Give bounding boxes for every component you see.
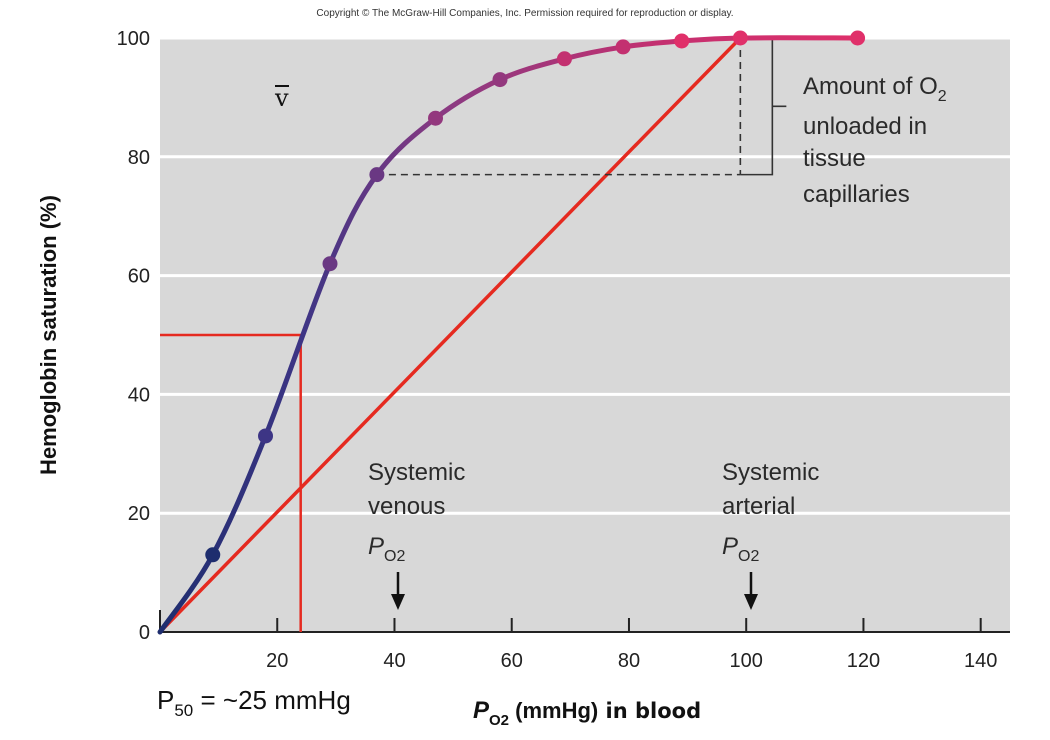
x-tick-label-100: 100 [730, 650, 763, 672]
unloading-annotation: Amount of O2 unloaded in tissue capillar… [803, 73, 947, 208]
y-axis-ticks: 0 20 40 60 80 100 [117, 28, 150, 644]
venous-arrow-head [391, 594, 405, 610]
reference-diagonal-line [158, 36, 742, 634]
unload-label-line3: tissue [803, 145, 866, 172]
unload-label-line1: Amount of O2 [803, 73, 947, 105]
unload-label-line2: unloaded in [803, 113, 927, 140]
x-tick-label-120: 120 [847, 650, 880, 672]
data-point-7 [556, 51, 572, 67]
x-tick-label-40: 40 [383, 650, 405, 672]
x-tick-label-80: 80 [618, 650, 640, 672]
mixed-venous-symbol: v [274, 84, 289, 112]
y-axis-title: Hemoglobin saturation (%) [36, 195, 61, 475]
arterial-label-line1: Systemic [722, 459, 819, 486]
x-axis-title: PO2 (mmHg) in blood [473, 697, 701, 729]
x-tick-label-140: 140 [964, 650, 997, 672]
data-point-3 [322, 256, 338, 272]
arterial-annotation: Systemic arterial PO2 [722, 459, 819, 610]
p50-label: P50 = ~25 mmHg [157, 685, 351, 720]
plot-marks [157, 30, 866, 635]
data-point-4 [369, 167, 385, 183]
data-point-9 [674, 33, 690, 49]
venous-po2-label: PO2 [368, 533, 405, 565]
data-point-1 [205, 547, 221, 563]
x-tick-label-60: 60 [501, 650, 523, 672]
data-point-6 [492, 72, 508, 88]
arterial-label-line2: arterial [722, 493, 795, 520]
y-tick-label-20: 20 [128, 503, 150, 525]
y-tick-label-60: 60 [128, 266, 150, 288]
data-point-10 [732, 30, 748, 46]
venous-label-line2: venous [368, 493, 445, 520]
unload-label-line4: capillaries [803, 181, 910, 208]
y-tick-label-40: 40 [128, 384, 150, 406]
arterial-po2-label: PO2 [722, 533, 759, 565]
copyright-notice: Copyright © The McGraw-Hill Companies, I… [316, 8, 733, 19]
y-tick-label-0: 0 [139, 622, 150, 644]
venous-annotation: Systemic venous PO2 [368, 459, 465, 610]
arterial-arrow-head [744, 594, 758, 610]
data-point-11 [850, 30, 866, 46]
venous-label-line1: Systemic [368, 459, 465, 486]
x-tick-label-20: 20 [266, 650, 288, 672]
y-tick-label-100: 100 [117, 28, 150, 50]
data-point-8 [615, 39, 631, 55]
x-axis-ticks: 20 40 60 80 100 120 140 [159, 610, 997, 672]
data-point-2 [258, 428, 274, 444]
y-tick-label-80: 80 [128, 147, 150, 169]
data-point-5 [428, 110, 444, 126]
